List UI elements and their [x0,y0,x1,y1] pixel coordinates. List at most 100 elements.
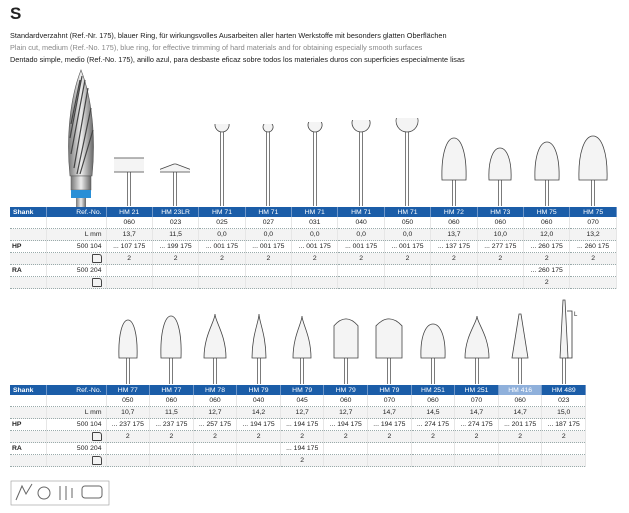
hp-code-row: HP 500 104... 237 175... 237 175... 257 1… [10,418,587,431]
table-cell [10,217,47,229]
bur-ball-icon [307,122,323,206]
length-cell: 14,7 [498,406,543,419]
bur-ball-icon [262,124,274,206]
hp-qty-cell: 2 [193,430,238,443]
ra-code-cell [323,442,369,455]
model-header: HM 489 [541,385,587,395]
hp-code-cell: ... 257 175 [193,418,238,431]
size-row: 050 060 060 040 045 060 070 060 070 060 023 [10,395,587,407]
bur-round-icon [333,318,359,384]
model-header: HM 75 [569,207,617,217]
size-cell: 060 [193,395,238,407]
ra-code-cell [106,442,151,455]
model-header: HM 23LR [152,207,200,217]
size-cell: 023 [541,395,587,407]
bur-round-icon [375,318,403,384]
ra-code-cell [106,264,153,277]
length-cell: 10,0 [477,228,525,241]
table-cell [10,454,47,467]
bur-pear-icon [578,135,608,206]
length-cell: 13,7 [430,228,478,241]
ra-qty-cell [236,454,281,467]
table-cell [10,395,47,407]
size-cell: 060 [523,217,571,229]
size-cell: 060 [149,395,194,407]
hp-code-cell: ... 274 175 [454,418,499,431]
hp-qty-cell: 2 [106,430,151,443]
ref-no-header: Ref.-No. [46,385,107,395]
ra-code-cell [245,264,293,277]
table-cell [46,430,107,443]
bur-cone-icon [160,163,191,206]
bur-pear-icon [534,141,560,206]
hp-code-cell: ... 260 175 [523,240,571,253]
size-cell: 070 [454,395,499,407]
ra-code-cell [236,442,281,455]
ra-qty-cell [411,454,456,467]
bur-pear-icon [160,315,182,384]
size-cell: 060 [498,395,543,407]
ra-code-cell [152,264,200,277]
ra-qty-cell: 2 [280,454,325,467]
hp-code-cell: ... 199 175 [152,240,200,253]
ra-qty-cell [477,276,525,289]
model-header: HM 75 [523,207,571,217]
hp-code-cell: ... 107 175 [106,240,153,253]
table-cell [10,430,47,443]
hp-ref: 500 104 [46,418,107,431]
ra-code-cell [367,442,412,455]
length-cell: 0,0 [245,228,293,241]
ra-qty-cell [198,276,246,289]
hp-ref: 500 104 [46,240,107,253]
hp-code-cell: ... 237 175 [149,418,194,431]
ra-qty-cell [245,276,293,289]
bur-cyl-icon [114,157,144,206]
hp-qty-cell: 2 [477,252,525,265]
application-pictogram-icons [10,480,110,506]
ra-code-cell [569,264,617,277]
length-cell: 14,7 [454,406,499,419]
table-cell [10,406,47,419]
catalog-letter: S [10,4,22,23]
ra-qty-cell [106,454,151,467]
table-cell [46,395,107,407]
size-cell: 027 [245,217,293,229]
size-cell: 060 [411,395,456,407]
model-header: HM 77 [106,385,151,395]
package-icon [91,432,102,441]
length-cell: 12,7 [323,406,369,419]
length-cell: 11,5 [152,228,200,241]
length-cell: 12,7 [280,406,325,419]
bur-flame-icon [292,315,312,384]
bur-pear-icon [441,137,467,206]
length-cell: 10,7 [106,406,151,419]
ra-qty-row: 2 [10,454,587,467]
ra-code-cell: ... 260 175 [523,264,571,277]
ra-qty-row: 2 [10,276,617,289]
size-cell: 060 [430,217,478,229]
ra-qty-cell [106,276,153,289]
hp-qty-cell: 2 [430,252,478,265]
ra-qty-cell [384,276,432,289]
ra-code-cell [149,442,194,455]
ra-ref: 500 204 [46,264,107,277]
hp-qty-cell: 2 [245,252,293,265]
hp-qty-cell: 2 [149,430,194,443]
size-cell: 045 [280,395,325,407]
bur-flame-icon [251,313,266,384]
ra-qty-cell [291,276,339,289]
model-header: HM 77 [149,385,194,395]
length-row: L mm 13,7 11,5 0,0 0,0 0,0 0,0 0,0 13,7 10,0 12,0 1… [10,228,617,241]
ra-qty-cell [498,454,543,467]
ra-qty-cell [152,276,200,289]
hp-qty-cell: 2 [152,252,200,265]
hp-code-cell: ... 194 175 [367,418,412,431]
ra-label: RA [10,264,47,277]
model-header: HM 71 [384,207,432,217]
hp-code-cell: ... 277 175 [477,240,525,253]
table-cell [10,228,47,241]
ref-no-header: Ref.-No. [46,207,107,217]
hp-code-cell: ... 194 175 [323,418,369,431]
